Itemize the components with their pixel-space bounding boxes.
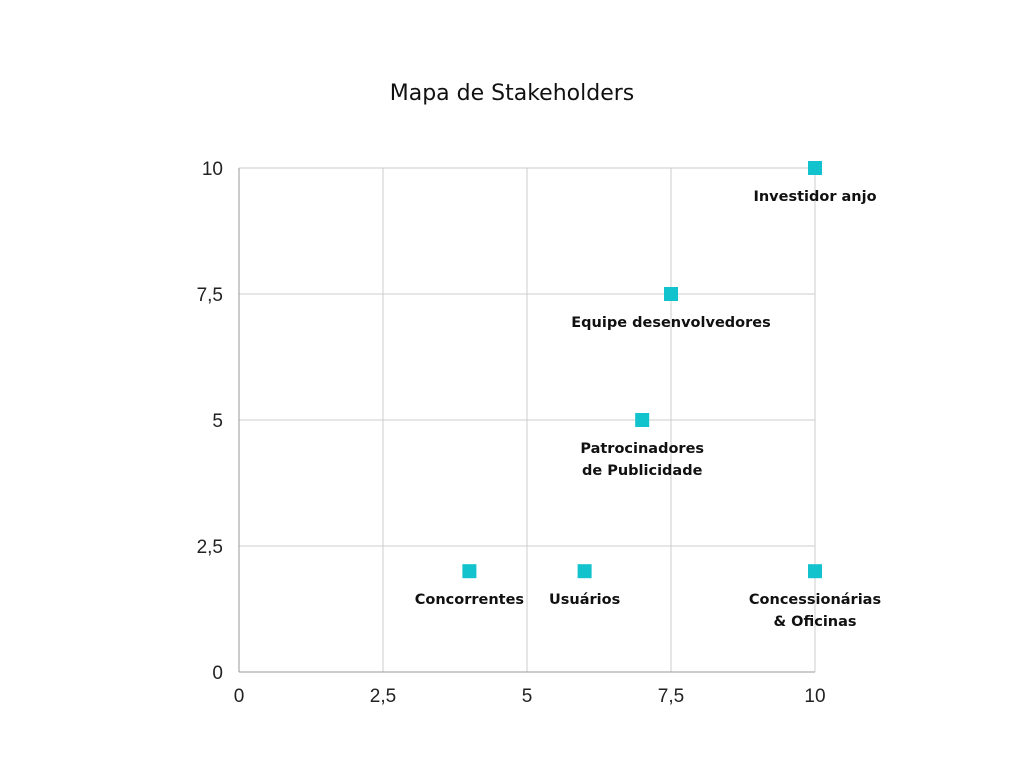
- y-tick-label: 2,5: [197, 537, 223, 558]
- point-label-line: Equipe desenvolvedores: [571, 315, 770, 331]
- y-tick-label: 0: [212, 663, 223, 684]
- x-tick-label: 7,5: [658, 686, 684, 707]
- point-label-line: Concorrentes: [415, 592, 524, 608]
- point-label: Equipe desenvolvedores: [571, 315, 770, 331]
- point-label: Concessionárias & Oficinas: [749, 592, 881, 630]
- point-label: Patrocinadores de Publicidade: [580, 441, 704, 479]
- data-point: [462, 564, 477, 579]
- point-label: Investidor anjo: [753, 189, 876, 205]
- data-point: [808, 564, 822, 579]
- x-tick-label: 0: [234, 686, 245, 707]
- x-tick-label: 5: [522, 686, 533, 707]
- grid-lines: [239, 167, 816, 672]
- point-label: Usuários: [549, 592, 620, 608]
- y-tick-label: 7,5: [197, 285, 223, 306]
- y-tick-label: 10: [202, 159, 223, 180]
- point-label-line: Patrocinadores: [580, 441, 704, 457]
- data-point: [577, 564, 592, 579]
- chart-title: Mapa de Stakeholders: [390, 81, 634, 106]
- point-label-line: Concessionárias: [749, 592, 881, 608]
- point-labels: Investidor anjo Equipe desenvolvedores Pat…: [415, 189, 881, 630]
- data-point: [664, 287, 678, 301]
- point-label-line: & Oficinas: [773, 614, 856, 630]
- point-label-line: Usuários: [549, 592, 620, 608]
- data-point: [808, 161, 822, 175]
- point-label-line: de Publicidade: [582, 463, 703, 479]
- data-point: [635, 413, 650, 427]
- tick-labels: 0 2,5 5 7,5 10 0 2,5 5 7,5 10: [197, 159, 826, 707]
- x-tick-label: 2,5: [370, 686, 396, 707]
- x-tick-label: 10: [804, 686, 825, 707]
- point-label-line: Investidor anjo: [753, 189, 876, 205]
- data-points: [462, 161, 822, 579]
- point-label: Concorrentes: [415, 592, 524, 608]
- y-tick-label: 5: [212, 411, 223, 432]
- axes: [238, 168, 815, 673]
